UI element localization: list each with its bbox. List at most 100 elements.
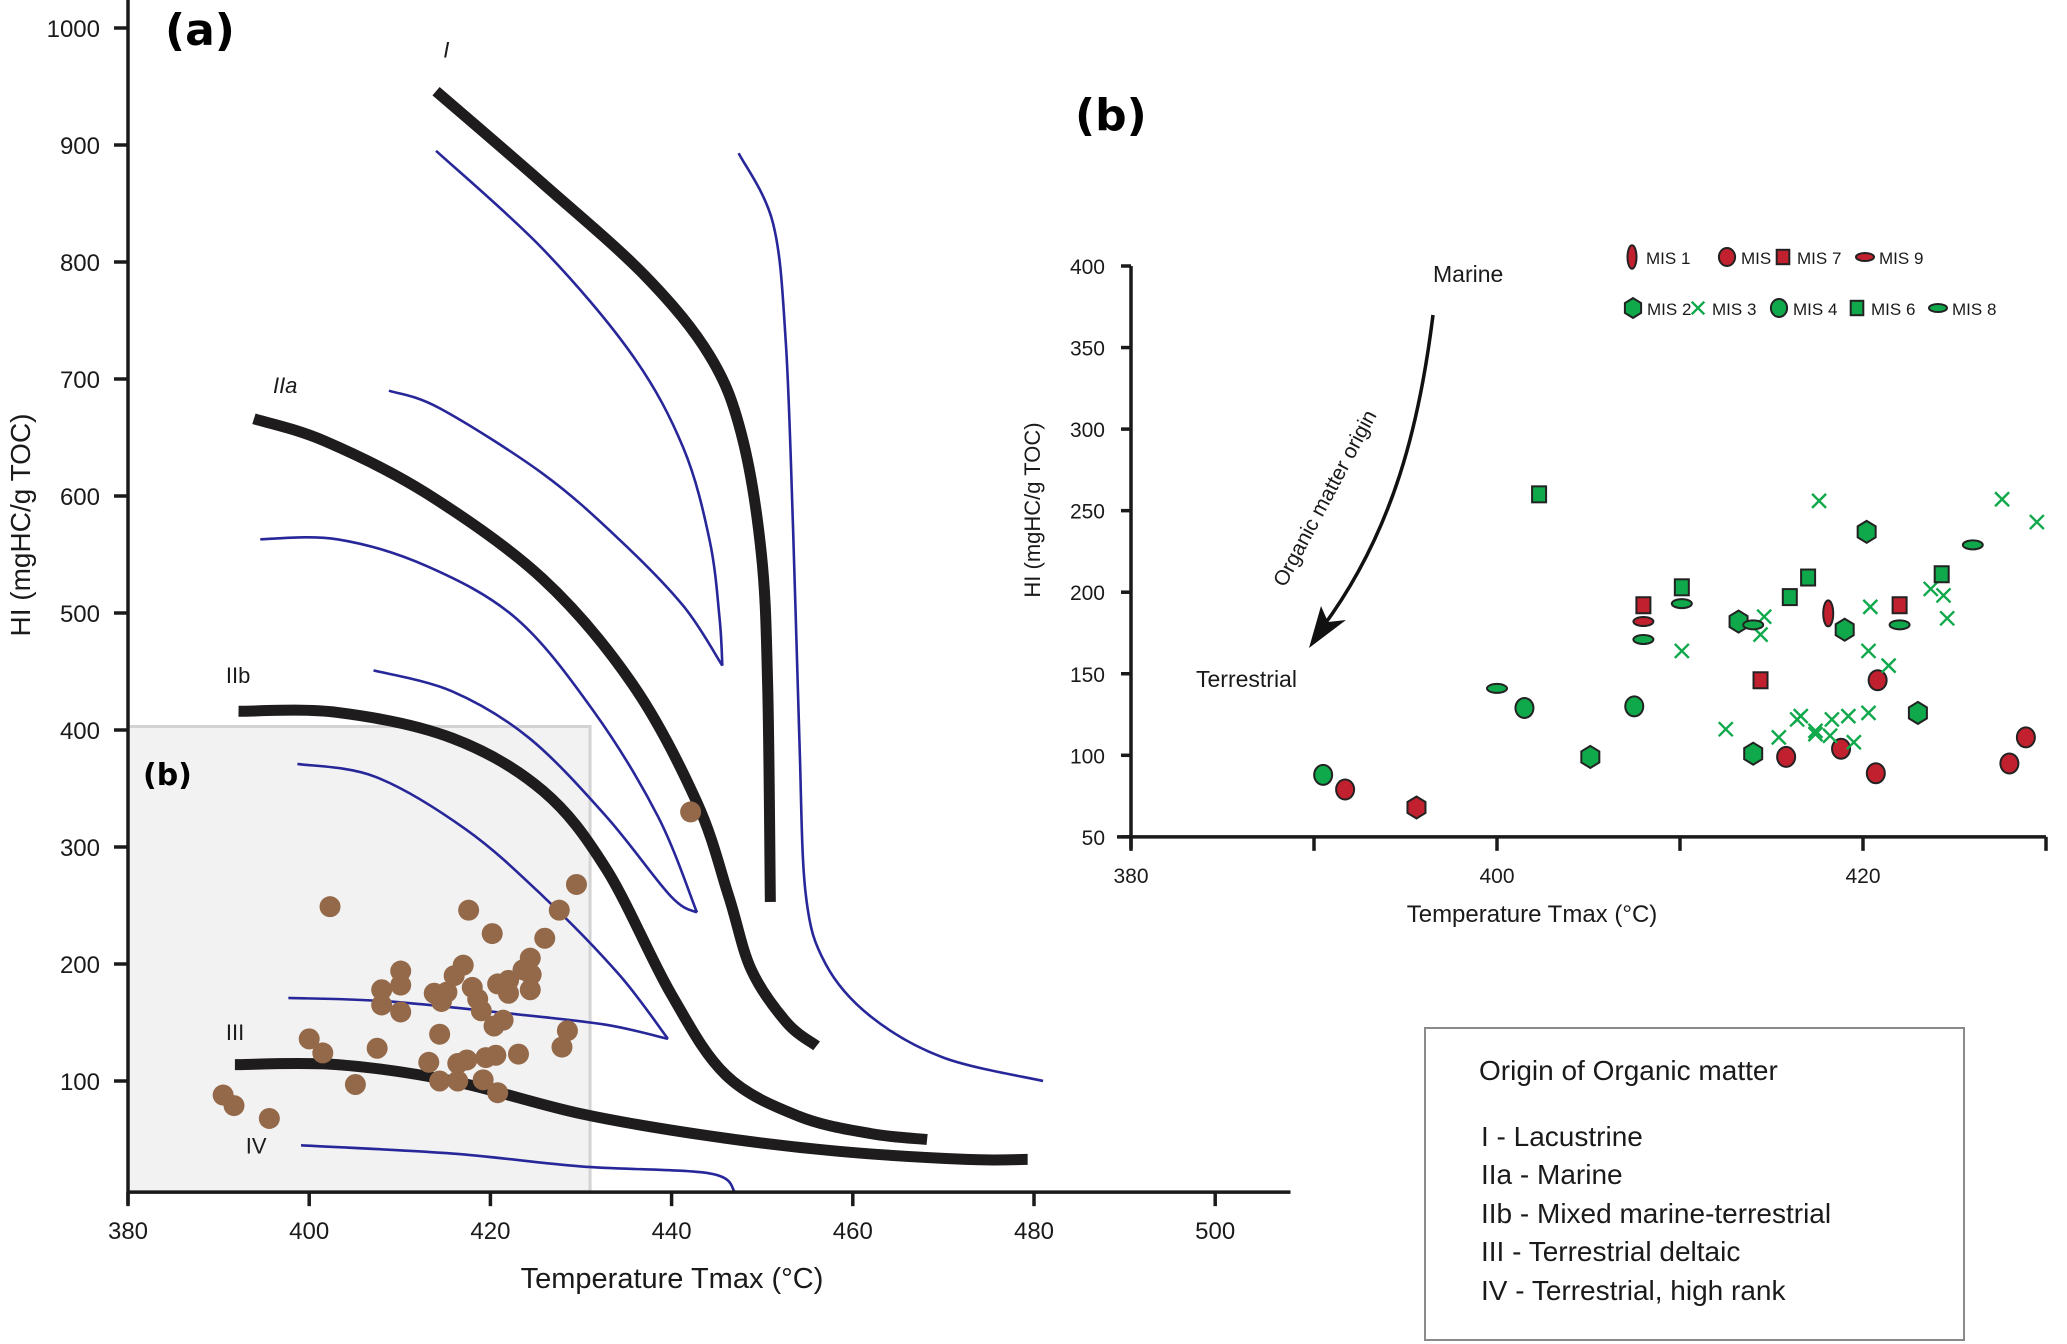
origin-legend-item: I - Lacustrine: [1481, 1121, 1643, 1152]
data-point-mis-6: [1800, 568, 1817, 587]
y-tick-label: 100: [60, 1069, 100, 1096]
data-point-mis-3: [1846, 734, 1862, 751]
y-tick-label: 350: [1070, 338, 1105, 361]
data-point-mis-8: [1486, 682, 1508, 694]
data-point-mis-3: [1792, 708, 1809, 725]
legend-label: MIS 9: [1879, 249, 1923, 268]
y-tick-label: 400: [1070, 256, 1105, 279]
x-stroke: [1846, 734, 1862, 751]
arrow-head-icon: [1309, 606, 1346, 648]
data-point-mis-7: [1635, 596, 1652, 615]
data-point-mis-7: [1752, 671, 1769, 690]
curve-type-I-outer: [737, 152, 1044, 1083]
data-point-mis-3: [1822, 727, 1838, 744]
y-tick-label: 500: [60, 601, 100, 628]
inset-b-label: (b): [143, 758, 192, 793]
y-tick-label: 300: [1070, 419, 1105, 442]
x-stroke: [1939, 610, 1956, 627]
legend-label: MIS 7: [1797, 249, 1841, 268]
circle-marker-icon: [1717, 247, 1737, 267]
sample-point: [507, 1043, 529, 1065]
sample-point: [534, 927, 556, 949]
data-point-mis-8: [1742, 619, 1765, 631]
marine-label: Marine: [1433, 261, 1503, 287]
flat-ellipse-marker-icon: [1855, 251, 1875, 263]
legend-label: MIS 2: [1647, 300, 1691, 319]
panel-a-y-axis-title: HI (mgHC/g TOC): [5, 414, 36, 637]
panel-b-chart: (b) 380 400 420 50 100 150 200 250 300 350 400 MIS…: [1020, 90, 2048, 928]
x-tick-label: 400: [289, 1218, 329, 1245]
data-point-mis-3: [1939, 610, 1956, 627]
data-point-mis-8: [1888, 619, 1911, 631]
x-stroke: [1752, 626, 1769, 643]
curve-label: I: [443, 37, 449, 62]
panel-a-chart: 380 400 420 440 460 480 500 100 200 300 400 500 600 7…: [5, 0, 1291, 1295]
sample-point: [548, 899, 570, 921]
sample-point: [418, 1051, 440, 1073]
sample-point: [456, 1049, 478, 1071]
curve-labels: I IIa IIb III IV: [226, 37, 450, 1158]
x-stroke: [1807, 722, 1824, 739]
x-stroke: [1770, 729, 1787, 746]
data-point-mis-3: [1807, 722, 1824, 739]
x-tick-label: 420: [470, 1218, 510, 1245]
sample-point: [470, 1000, 492, 1022]
sample-point: [472, 1069, 494, 1091]
sample-point: [344, 1074, 366, 1096]
flat-ellipse-marker-icon: [1928, 302, 1948, 314]
origin-legend-item: IV - Terrestrial, high rank: [1481, 1275, 1786, 1306]
data-point-mis-5: [1831, 737, 1852, 760]
y-tick-label: 100: [1070, 745, 1105, 768]
data-point-mis-5: [1776, 745, 1797, 768]
x-stroke: [1807, 726, 1824, 742]
sample-point: [371, 994, 393, 1016]
curve-type-IIb-lower: [297, 762, 670, 1040]
data-point-mis-3: [1860, 643, 1877, 659]
legend-label: MIS 4: [1793, 300, 1837, 319]
panel-b-y-axis-title: HI (mgHC/g TOC): [1020, 422, 1045, 597]
y-tick-label: 200: [1070, 582, 1105, 605]
panel-b-x-axis-title: Temperature Tmax (°C): [1407, 901, 1658, 928]
reference-curves: [234, 87, 1044, 1194]
mis-legend: MIS 1 MIS 5 MIS 7 MIS 9 MIS 2 MIS 3 MIS 4 MIS 6…: [1623, 244, 1996, 320]
data-point-mis-3: [1994, 491, 2010, 508]
square-marker-icon: [1775, 248, 1791, 266]
legend-item-mis-8: MIS 8: [1928, 300, 1996, 319]
y-tick-label: 700: [60, 367, 100, 394]
data-point-mis-4: [1514, 697, 1535, 720]
sample-point: [520, 964, 542, 986]
sample-point: [556, 1020, 578, 1042]
data-point-unlabeled-red-hexagon: [1406, 795, 1427, 820]
x-stroke: [1994, 491, 2010, 508]
curve-label: IIb: [226, 663, 250, 688]
sample-point: [298, 1028, 320, 1050]
x-stroke: [1860, 705, 1877, 721]
sample-point: [458, 899, 480, 921]
sample-point: [452, 954, 474, 976]
x-stroke: [1717, 721, 1734, 738]
data-point-mis-1: [1822, 599, 1835, 628]
sample-point: [487, 1082, 509, 1104]
sample-point: [481, 923, 503, 945]
data-point-mis-5: [1335, 778, 1356, 801]
curve-type-IIb: [238, 704, 928, 1145]
data-point-mis-2: [1743, 741, 1764, 766]
y-tick-label: 900: [60, 133, 100, 160]
x-stroke: [1690, 300, 1706, 316]
x-stroke: [1824, 711, 1840, 728]
y-tick-label: 200: [60, 952, 100, 979]
data-point-mis-6: [1781, 588, 1798, 607]
sample-point: [366, 1037, 388, 1059]
hexagon-marker-icon: [1623, 296, 1643, 320]
x-stroke: [1792, 708, 1809, 725]
curve-type-IIa: [252, 413, 820, 1051]
data-point-mis-3: [1770, 729, 1787, 746]
x-marker-icon: [1690, 300, 1706, 316]
curve-label: III: [226, 1020, 244, 1045]
curve-type-IV: [300, 1144, 737, 1194]
sample-point: [492, 1009, 514, 1031]
terrestrial-label: Terrestrial: [1196, 666, 1297, 692]
curve-label: IV: [246, 1134, 267, 1159]
sample-point: [519, 979, 541, 1001]
